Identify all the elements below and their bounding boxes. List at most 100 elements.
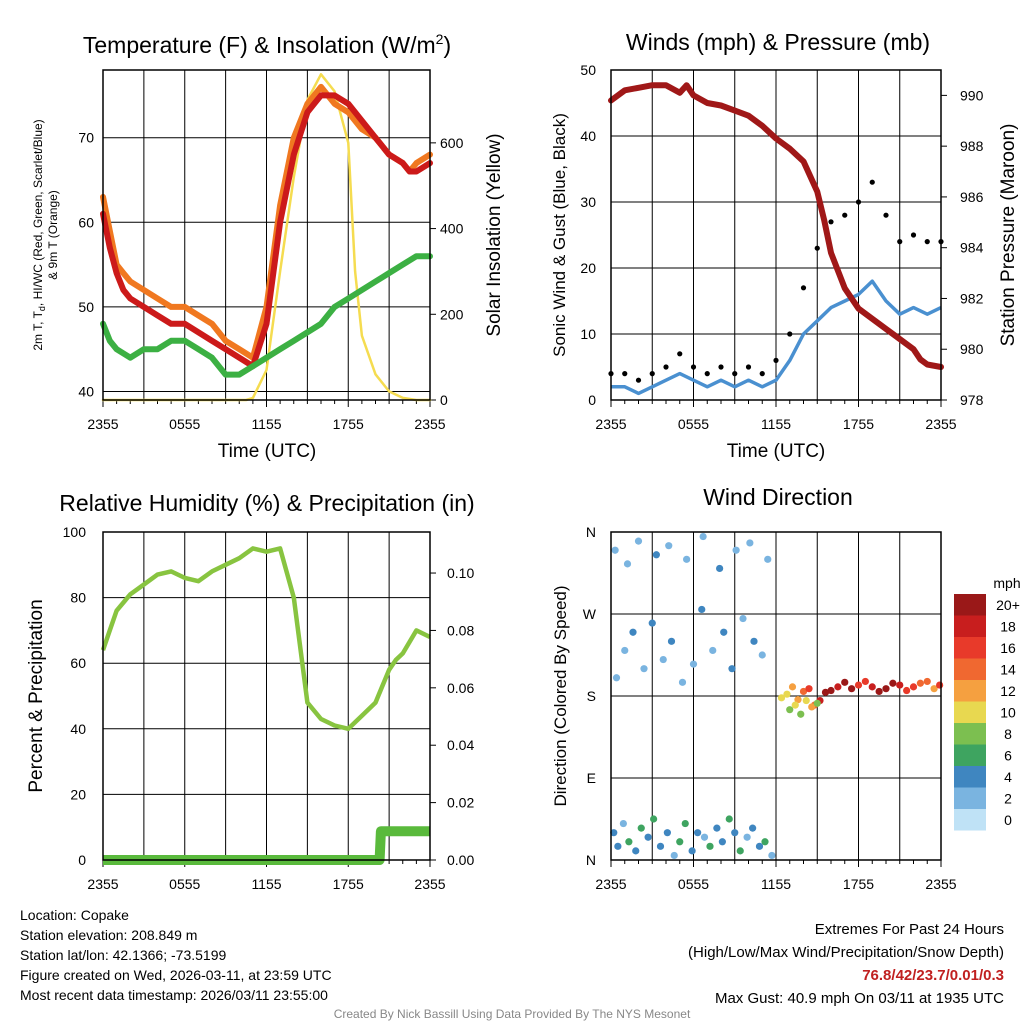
direction-point <box>764 555 772 563</box>
direction-point <box>663 829 671 837</box>
direction-point <box>834 683 842 691</box>
direction-point <box>749 824 757 832</box>
humidity-precipitation-chart: 2355 0555 1155 1755 23550204060801000.000.02… <box>26 490 475 892</box>
direction-point <box>808 703 816 711</box>
colorbar-label: 8 <box>1004 726 1012 742</box>
y2-tick-label: 984 <box>960 240 984 256</box>
direction-point <box>743 833 751 841</box>
wind-direction-chart: 2355 0555 1155 1755 2355 N E S W N Wind Direction D… <box>551 484 957 892</box>
direction-point <box>903 686 911 695</box>
y2-tick-label: 0.00 <box>447 852 474 868</box>
x-tick-label: 2355 <box>87 876 118 892</box>
gust-point <box>869 179 875 185</box>
gust-point <box>814 245 820 251</box>
credit-line: Created By Nick Bassill Using Data Provi… <box>333 1007 691 1021</box>
colorbar-swatch <box>954 744 986 766</box>
x-tick-label: 1755 <box>333 416 364 432</box>
gust-point <box>718 364 724 370</box>
direction-point <box>625 838 633 846</box>
y-tick-label: N <box>586 524 596 540</box>
colorbar-swatch <box>954 809 986 831</box>
direction-point <box>612 674 621 682</box>
y-tick-label: 10 <box>580 326 596 342</box>
x-tick-label: 0555 <box>169 416 200 432</box>
colorbar-label: 0 <box>1004 812 1012 828</box>
y-axis-label: 2m T, Td, HI/WC (Red, Green, Scarlet/Blu… <box>31 119 47 350</box>
colorbar-swatch <box>954 680 986 702</box>
direction-point <box>728 665 736 673</box>
chart-title: Winds (mph) & Pressure (mb) <box>626 29 930 55</box>
series-line-relative-humidity <box>100 546 431 732</box>
extremes-title: Extremes For Past 24 Hours <box>814 921 1004 938</box>
direction-point <box>799 687 808 696</box>
colorbar-swatch <box>954 615 986 637</box>
x-tick-label: 1155 <box>761 416 791 432</box>
x-tick-label: 1155 <box>251 416 281 432</box>
direction-point <box>777 694 786 702</box>
winds-pressure-chart: 2355 0555 1155 1755 2355 0 10 20 30 40 50 978 980 982… <box>550 29 1019 462</box>
y2-tick-label: 990 <box>960 87 984 103</box>
direction-point <box>725 815 733 823</box>
y-tick-label: 20 <box>580 260 596 276</box>
y2-tick-label: 986 <box>960 189 984 205</box>
direction-point <box>670 851 678 860</box>
gust-point <box>842 212 848 218</box>
extremes-subtitle: (High/Low/Max Wind/Precipitation/Snow De… <box>688 944 1004 961</box>
x-tick-label: 2355 <box>925 876 956 892</box>
gust-point <box>732 371 738 377</box>
direction-point <box>841 678 849 686</box>
plot-border <box>102 531 431 861</box>
direction-point <box>667 637 676 645</box>
direction-point <box>821 688 830 696</box>
chart-title: Relative Humidity (%) & Precipitation (i… <box>59 490 474 516</box>
gust-point <box>690 364 697 370</box>
chart-title: Temperature (F) & Insolation (W/m2) <box>83 31 451 58</box>
direction-point <box>623 560 632 568</box>
direction-point <box>694 829 702 837</box>
gust-point <box>663 364 669 370</box>
colorbar-label: 16 <box>1000 640 1016 656</box>
x-tick-label: 1155 <box>761 876 791 892</box>
y-tick-label: N <box>586 852 596 868</box>
y-tick-label: 50 <box>580 62 596 78</box>
y2-tick-label: 200 <box>440 306 464 322</box>
direction-point <box>698 605 706 614</box>
y-tick-label: 40 <box>70 721 86 737</box>
direction-point <box>650 815 658 823</box>
direction-point <box>688 847 696 855</box>
direction-point <box>802 696 810 705</box>
direction-point <box>665 542 673 550</box>
colorbar-label: 12 <box>1000 683 1016 699</box>
gust-point <box>745 364 752 370</box>
colorbar-label: 14 <box>1000 662 1016 678</box>
colorbar-label: 6 <box>1004 748 1012 764</box>
direction-point <box>882 685 890 693</box>
colorbar-label: 2 <box>1004 791 1012 807</box>
colorbar-label: 10 <box>1000 705 1016 721</box>
y-tick-label: W <box>583 606 597 622</box>
y-tick-label: 60 <box>70 655 86 671</box>
colorbar-swatch <box>954 658 986 680</box>
y-tick-label: 100 <box>63 524 87 540</box>
y-tick-label: 20 <box>70 786 86 802</box>
direction-point <box>848 685 856 693</box>
direction-point <box>610 829 618 837</box>
x-tick-label: 2355 <box>414 416 445 432</box>
gust-point <box>883 212 889 218</box>
colorbar-swatch <box>954 701 986 723</box>
plot-border <box>610 69 942 401</box>
gust-point <box>787 331 793 337</box>
recent-timestamp: Most recent data timestamp: 2026/03/11 2… <box>20 987 328 1003</box>
direction-point <box>861 677 869 686</box>
direction-point <box>797 710 805 718</box>
x-tick-label: 0555 <box>678 876 709 892</box>
direction-point <box>916 679 924 687</box>
direction-point <box>659 655 667 664</box>
station-location: Location: Copake <box>20 907 129 923</box>
chart-title: Wind Direction <box>703 484 853 510</box>
direction-point <box>868 683 876 691</box>
x-axis-label: Time (UTC) <box>727 441 826 462</box>
direction-point <box>750 637 758 645</box>
x-tick-label: 2355 <box>925 416 956 432</box>
direction-point <box>644 833 652 841</box>
